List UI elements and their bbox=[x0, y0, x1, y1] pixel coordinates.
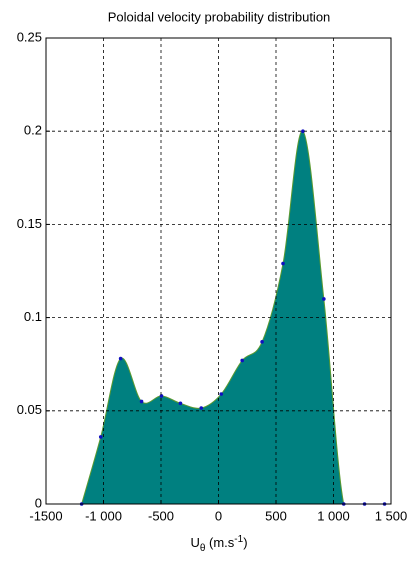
x-label-end: ) bbox=[243, 535, 247, 550]
x-tick-label: -1500 bbox=[29, 508, 62, 523]
x-tick-label: 0 bbox=[215, 508, 222, 523]
y-tick-label: 0.25 bbox=[17, 29, 42, 44]
point bbox=[159, 394, 164, 398]
x-tick-label: -1 000 bbox=[85, 508, 122, 523]
x-label-main: U bbox=[190, 535, 199, 550]
plot-frame bbox=[45, 37, 392, 505]
x-axis-label: Uθ (m.s-1) bbox=[190, 534, 247, 554]
y-tick-label: 0.05 bbox=[17, 402, 42, 417]
point bbox=[178, 401, 183, 406]
area bbox=[80, 130, 385, 505]
x-label-sub: θ bbox=[200, 543, 206, 554]
point bbox=[199, 406, 204, 410]
point bbox=[240, 358, 244, 363]
y-tick-label: 0.2 bbox=[24, 123, 42, 138]
point bbox=[219, 392, 224, 396]
chart-title: Poloidal velocity probability distributi… bbox=[108, 9, 331, 24]
x-label-unit: (m.s bbox=[205, 535, 234, 550]
y-tick-label: 0 bbox=[35, 495, 42, 510]
point bbox=[118, 356, 123, 361]
x-label-sup: -1 bbox=[234, 534, 243, 545]
point bbox=[98, 435, 103, 439]
point bbox=[139, 399, 144, 404]
x-tick-label: -500 bbox=[148, 508, 174, 523]
point bbox=[301, 129, 305, 133]
point bbox=[322, 297, 326, 301]
x-tick-label: 500 bbox=[265, 508, 287, 523]
point bbox=[281, 261, 285, 266]
x-tick-label: 1 500 bbox=[375, 508, 408, 523]
point bbox=[260, 340, 264, 344]
y-tick-label: 0.15 bbox=[17, 216, 42, 231]
x-tick-label: 1 000 bbox=[317, 508, 350, 523]
y-tick-label: 0.1 bbox=[24, 309, 42, 324]
